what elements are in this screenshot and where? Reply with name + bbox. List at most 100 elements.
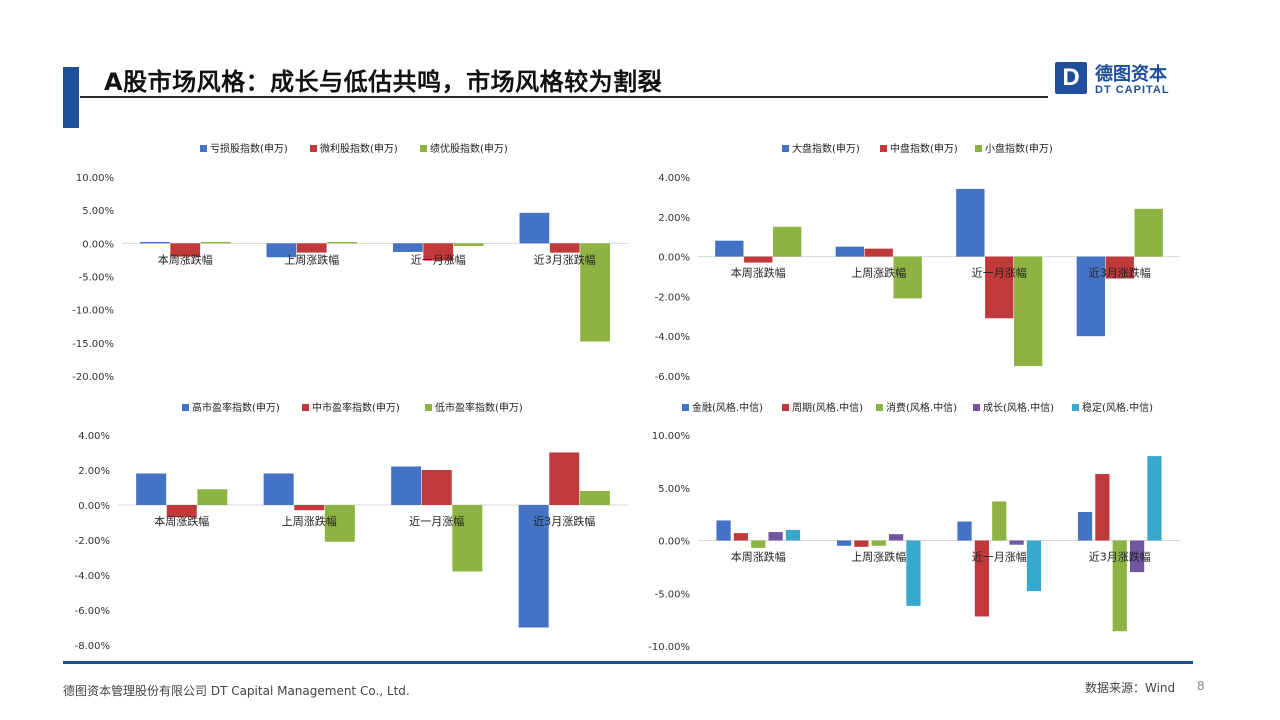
- y-tick-label: 2.00%: [658, 213, 690, 224]
- bar: [733, 533, 749, 541]
- legend-label: 中盘指数(申万): [890, 142, 958, 155]
- chart-4: 10.00% 5.00% 0.00% -5.00% -10.00% 本周涨跌幅 上周涨跌幅 近…: [648, 401, 1180, 653]
- bar: [294, 505, 325, 511]
- legend-label: 金融(风格.中信): [692, 401, 763, 414]
- bar: [864, 248, 893, 257]
- category-label: 近一月涨幅: [411, 253, 466, 266]
- footer-divider: [63, 661, 1193, 664]
- legend-label: 中市盈率指数(申万): [312, 401, 400, 414]
- legend-swatch: [425, 404, 432, 411]
- page-number: 8: [1197, 679, 1205, 693]
- bar: [580, 243, 610, 342]
- footer-source: 数据来源：Wind: [1085, 681, 1176, 695]
- legend-swatch: [876, 404, 883, 411]
- bar: [1105, 256, 1134, 279]
- legend-label: 高市盈率指数(申万): [192, 401, 280, 414]
- legend-swatch: [682, 404, 689, 411]
- bar: [327, 242, 357, 244]
- y-tick-label: -2.00%: [655, 292, 690, 303]
- category-label: 上周涨跌幅: [851, 550, 906, 564]
- bar: [197, 489, 228, 505]
- bar: [1077, 512, 1093, 541]
- category-label: 本周涨跌幅: [154, 514, 209, 528]
- y-tick-label: -8.00%: [75, 641, 110, 652]
- logo-mark-icon: D: [1055, 62, 1087, 94]
- y-tick-label: -15.00%: [72, 339, 114, 350]
- bar: [266, 243, 297, 258]
- legend-swatch: [182, 404, 189, 411]
- legend-swatch: [302, 404, 309, 411]
- legend-label: 亏损股指数(申万): [210, 142, 288, 155]
- bar: [421, 470, 452, 505]
- logo-name-cn: 德图资本: [1095, 64, 1167, 85]
- company-logo: D 德图资本 DT CAPITAL: [1055, 60, 1190, 100]
- category-label: 近3月涨跌幅: [1089, 550, 1151, 564]
- chart-3: 4.00% 2.00% 0.00% -2.00% -4.00% -6.00% -8.00% 本…: [75, 401, 628, 652]
- y-tick-label: 10.00%: [76, 173, 114, 184]
- logo-letter: D: [1062, 64, 1080, 91]
- bar: [166, 505, 197, 518]
- legend-swatch: [973, 404, 980, 411]
- y-tick-label: -4.00%: [655, 332, 690, 343]
- legend-swatch: [782, 404, 789, 411]
- bar: [716, 520, 731, 541]
- category-label: 本周涨跌幅: [731, 550, 786, 564]
- y-tick-label: 4.00%: [78, 431, 110, 442]
- bar: [136, 473, 167, 505]
- category-label: 上周涨跌幅: [284, 252, 339, 266]
- category-label: 上周涨跌幅: [851, 266, 906, 280]
- bar: [296, 243, 327, 253]
- bar: [549, 452, 580, 505]
- legend-label: 小盘指数(申万): [985, 142, 1053, 155]
- y-tick-label: -20.00%: [72, 372, 114, 383]
- bar: [835, 246, 865, 257]
- bar: [423, 243, 454, 261]
- bar: [985, 256, 1014, 319]
- bar: [768, 532, 783, 541]
- legend-swatch: [1072, 404, 1079, 411]
- legend-swatch: [200, 145, 207, 152]
- bar: [992, 501, 1007, 541]
- bar: [744, 256, 773, 263]
- bar: [1147, 456, 1162, 541]
- legend-swatch: [420, 145, 427, 152]
- bar: [1026, 540, 1042, 592]
- bar: [170, 243, 201, 257]
- legend-swatch: [880, 145, 887, 152]
- y-tick-label: 0.00%: [78, 501, 110, 512]
- bar: [518, 505, 549, 628]
- legend-label: 大盘指数(申万): [792, 142, 860, 155]
- bar: [1095, 474, 1110, 541]
- legend-swatch: [782, 145, 789, 152]
- category-label: 近一月涨幅: [409, 515, 464, 528]
- bar: [854, 540, 869, 547]
- bar: [1076, 256, 1106, 337]
- y-tick-label: -5.00%: [655, 589, 690, 600]
- category-label: 本周涨跌幅: [731, 266, 786, 280]
- y-tick-label: 4.00%: [658, 173, 690, 184]
- bar: [1013, 256, 1043, 367]
- bar: [888, 534, 904, 541]
- y-tick-label: -6.00%: [655, 372, 690, 383]
- bar: [785, 529, 801, 541]
- legend-label: 周期(风格.中信): [792, 401, 863, 414]
- bar: [519, 212, 550, 244]
- chart-1: 10.00% 5.00% 0.00% -5.00% -10.00% -15.00% -20.…: [72, 142, 628, 383]
- bar: [452, 505, 483, 572]
- legend-label: 绩优股指数(申万): [430, 142, 508, 155]
- bar: [1134, 208, 1163, 257]
- y-tick-label: -4.00%: [75, 571, 110, 582]
- y-tick-label: 5.00%: [658, 484, 690, 495]
- legend-label: 稳定(风格.中信): [1082, 401, 1153, 414]
- legend-label: 成长(风格.中信): [983, 401, 1054, 414]
- bar: [549, 243, 580, 253]
- legend-label: 微利股指数(申万): [320, 142, 398, 155]
- bar: [140, 242, 170, 244]
- y-tick-label: -5.00%: [79, 273, 114, 284]
- logo-name-en: DT CAPITAL: [1095, 84, 1170, 96]
- bar: [393, 243, 423, 252]
- bar: [772, 226, 802, 257]
- category-label: 近3月涨跌幅: [534, 252, 596, 266]
- legend-swatch: [975, 145, 982, 152]
